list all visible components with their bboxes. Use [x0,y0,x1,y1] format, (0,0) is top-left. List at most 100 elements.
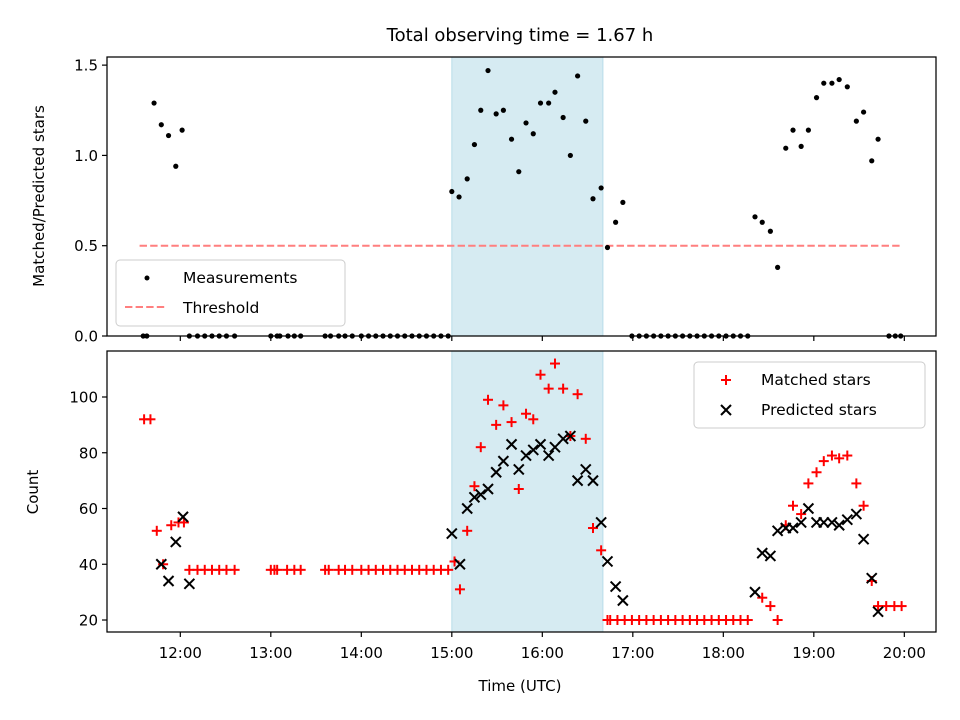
legend-label-threshold: Threshold [182,299,259,317]
matched-star-point [842,450,853,461]
top-y-ticks: 0.0 0.5 1.0 1.5 [74,57,107,346]
matched-star-point [834,453,845,464]
predicted-star-point [468,491,481,504]
y-tick-label: 80 [79,444,98,462]
matched-star-point [572,389,583,400]
matched-star-point [772,615,783,626]
predicted-star-point [454,558,466,570]
measurement-point [620,199,626,205]
measurement-point [798,143,804,149]
matched-star-point [158,559,169,570]
predicted-star-point [580,463,592,476]
matched-star-point [469,481,480,492]
matched-star-point [558,383,569,394]
predicted-star-point [497,455,510,467]
matched-star-point [543,383,554,394]
predicted-star-point [505,438,518,451]
measurement-point [567,152,573,159]
matched-star-point [851,478,862,489]
measurement-point [829,80,835,86]
legend-label-predicted: Predicted stars [761,401,877,419]
predicted-star-point [802,502,815,515]
top-axes-frame [106,56,937,337]
bottom-axes-frame [106,350,937,633]
measurement-points [140,67,904,339]
x-tick-label: 16:00 [521,644,564,662]
measurement-point [560,114,566,121]
matched-star-point [757,592,768,603]
predicted-star-point [771,525,784,537]
matched-stars-points [139,358,907,626]
measurement-point [813,95,820,101]
legend-label-measurements: Measurements [183,269,298,287]
x-tick-label: 19:00 [792,644,835,662]
y-tick-label: 0.5 [74,237,98,255]
predicted-star-point [857,533,870,545]
measurement-point [790,127,796,133]
measurement-point [583,118,589,124]
measurement-point [508,136,515,142]
predicted-star-point [520,449,532,462]
matched-star-point [818,456,829,467]
measurement-point [530,131,536,137]
predicted-star-point [795,516,807,529]
measurement-point [844,84,850,90]
measurement-point [151,100,157,106]
matched-star-point [166,520,177,531]
measurement-point [179,127,185,133]
measurement-point [752,214,758,220]
measurement-point [493,111,499,117]
measurement-point [456,194,462,200]
matched-star-point [229,564,240,575]
legend-marker-measurements [144,275,150,281]
matched-star-point [858,500,869,511]
measurement-point [485,67,491,74]
matched-star-point [272,564,283,575]
matched-star-point [788,500,799,511]
x-tick-label: 17:00 [611,644,654,662]
matched-star-point [145,414,156,425]
matched-star-point [826,450,837,461]
matched-star-point [498,400,509,411]
matched-star-point [803,478,814,489]
matched-star-point [549,358,560,369]
measurement-point [598,185,604,191]
matched-star-point [462,525,473,536]
measurement-point [173,163,179,169]
bottom-y-ticks: 20 40 60 80 100 [69,388,107,630]
predicted-star-point [587,474,599,487]
x-tick-label: 18:00 [702,644,745,662]
bottom-x-ticks: 12:00 13:00 14:00 15:00 16:00 17:00 18:00 19:00… [159,632,926,662]
predicted-star-point [818,516,830,529]
measurement-point [464,176,470,182]
predicted-star-point [534,438,547,451]
predicted-star-point [490,466,502,478]
predicted-star-point [475,488,487,501]
y-tick-label: 0.0 [74,328,98,346]
matched-star-point [323,564,334,575]
x-tick-label: 15:00 [430,644,473,662]
predicted-star-point [826,516,838,529]
measurement-point [875,136,881,142]
predicted-star-point [617,594,629,607]
x-tick-label: 12:00 [159,644,202,662]
predicted-star-point [170,536,182,548]
predicted-star-point [564,430,577,442]
measurement-point [546,100,552,106]
matched-star-point [528,414,539,425]
matched-star-point [596,545,607,556]
predicted-star-point [787,522,799,534]
predicted-star-point [609,580,622,593]
matched-star-point [587,523,598,534]
predicted-star-point [841,513,854,526]
measurement-point [165,132,172,139]
bottom-y-axis-label: Count [24,470,42,515]
measurement-point [853,118,859,124]
matched-star-point [580,433,591,444]
x-tick-label: 14:00 [340,644,383,662]
predicted-star-point [482,483,494,495]
matched-star-point [513,483,524,494]
predicted-star-point [542,449,555,462]
measurement-point [613,219,619,225]
measurement-point [759,219,765,225]
